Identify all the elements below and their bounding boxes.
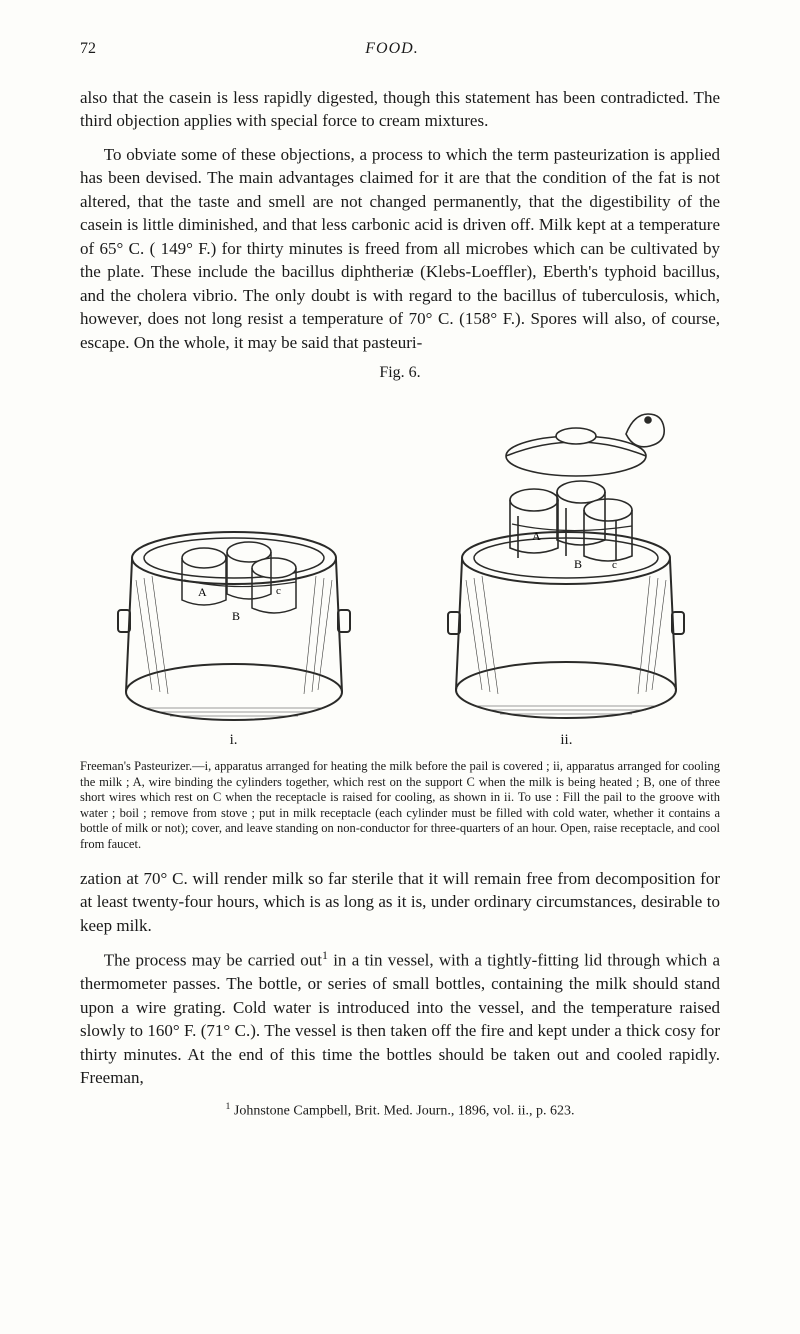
paragraph-4-part2: in a tin vessel, with a tightly-fitting … — [80, 951, 720, 1087]
paragraph-2: To obviate some of these objections, a p… — [80, 143, 720, 354]
page-number: 72 — [80, 40, 96, 58]
figure-i: A c B i. — [80, 460, 387, 749]
figure-i-label-c: c — [276, 585, 281, 597]
figure-ii-label-b: B — [574, 557, 582, 571]
figure-i-label-b: B — [232, 609, 240, 623]
pasteurizer-heating-icon: A c B — [104, 460, 364, 730]
figure-legend: Freeman's Pasteurizer.—i, apparatus arra… — [80, 759, 720, 853]
figure-ii-sublabel: ii. — [413, 732, 720, 749]
footnote: 1 Johnstone Campbell, Brit. Med. Journ.,… — [80, 1101, 720, 1120]
paragraph-2-text: To obviate some of these objections, a p… — [80, 145, 720, 352]
figure-ii-label-c: c — [612, 559, 617, 571]
running-title: FOOD. — [365, 40, 418, 58]
figure-caption: Fig. 6. — [80, 364, 720, 382]
paragraph-4-part1: The process may be carried out — [104, 951, 322, 970]
figure-i-sublabel: i. — [80, 732, 387, 749]
figure-i-label-a: A — [198, 585, 207, 599]
footnote-text: Johnstone Campbell, Brit. Med. Journ., 1… — [230, 1104, 574, 1119]
page: 72 FOOD. also that the casein is less ra… — [0, 0, 800, 1334]
pasteurizer-cooling-icon: A B c — [426, 390, 706, 730]
paragraph-4: The process may be carried out1 in a tin… — [80, 947, 720, 1089]
figure-ii-label-a: A — [532, 529, 541, 543]
figure-ii: A B c ii. — [413, 390, 720, 749]
figure-row: A c B i. — [80, 390, 720, 749]
paragraph-3: zation at 70° C. will render milk so far… — [80, 867, 720, 937]
paragraph-1: also that the casein is less rapidly dig… — [80, 86, 720, 133]
running-header: 72 FOOD. — [80, 40, 720, 58]
